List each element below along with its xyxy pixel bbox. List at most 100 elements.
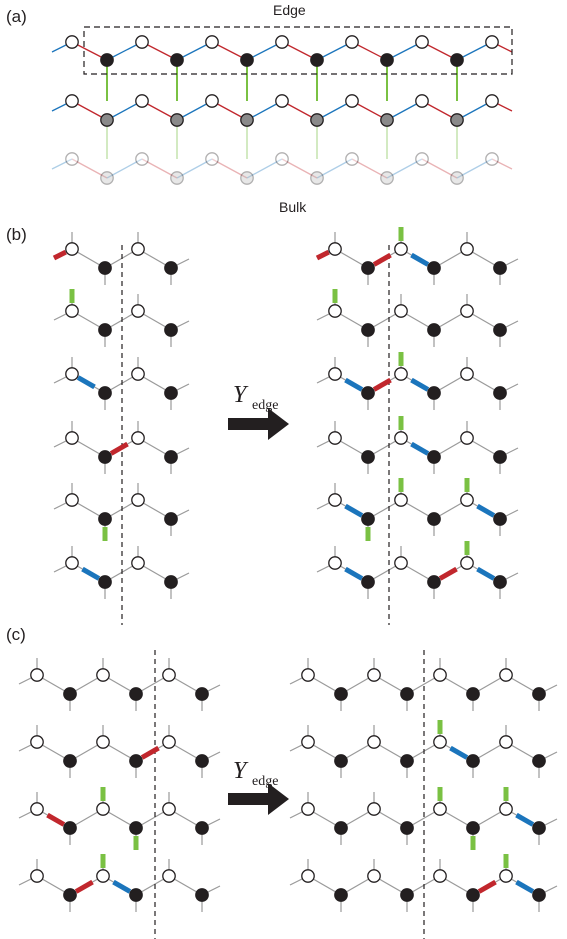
site-white: [328, 242, 342, 256]
bond-x: [71, 158, 108, 179]
site-white: [162, 735, 176, 749]
site-white: [96, 735, 110, 749]
site-black: [466, 754, 480, 768]
site-white: [499, 668, 513, 682]
site-white: [135, 152, 149, 166]
site-white: [499, 869, 513, 883]
site-black: [195, 821, 209, 835]
site-white: [301, 668, 315, 682]
highlight-blue: [410, 252, 430, 267]
site-white: [433, 869, 447, 883]
site-black: [170, 171, 184, 185]
highlight-blue: [449, 745, 469, 760]
panel-a-label: (a): [6, 7, 27, 26]
site-white: [205, 94, 219, 108]
panel-b: [52, 227, 519, 625]
site-white: [30, 802, 44, 816]
site-black: [380, 53, 394, 67]
site-white: [328, 493, 342, 507]
site-white: [96, 802, 110, 816]
highlight-blue: [112, 879, 132, 894]
site-black: [400, 821, 414, 835]
site-white: [162, 668, 176, 682]
site-white: [135, 94, 149, 108]
site-white: [301, 735, 315, 749]
site-black: [164, 512, 178, 526]
site-white: [131, 367, 145, 381]
bond-y: [386, 158, 423, 179]
site-white: [96, 869, 110, 883]
site-white: [460, 304, 474, 318]
site-white: [162, 802, 176, 816]
bond-x: [281, 158, 318, 179]
site-white: [96, 668, 110, 682]
site-white: [65, 242, 79, 256]
site-white: [275, 35, 289, 49]
site-white: [460, 367, 474, 381]
panel-c-label: (c): [6, 625, 26, 644]
panel-c: [18, 650, 558, 939]
site-black: [450, 113, 464, 127]
site-white: [415, 35, 429, 49]
site-white: [367, 869, 381, 883]
highlight-red: [109, 441, 129, 456]
highlight-red: [477, 879, 497, 894]
site-white: [485, 35, 499, 49]
edge-label: Edge: [273, 2, 306, 18]
site-white: [345, 152, 359, 166]
site-white: [131, 493, 145, 507]
site-black: [493, 323, 507, 337]
operator-subscript-c: edge: [252, 774, 278, 789]
site-white: [301, 869, 315, 883]
site-white: [394, 431, 408, 445]
site-black: [98, 323, 112, 337]
highlight-red: [74, 879, 94, 894]
panel-c-operator: Y edge: [228, 758, 289, 815]
site-black: [400, 754, 414, 768]
site-black: [195, 888, 209, 902]
site-white: [65, 35, 79, 49]
site-black: [334, 754, 348, 768]
highlight-red: [372, 252, 392, 267]
bond-y: [106, 158, 143, 179]
site-black: [240, 53, 254, 67]
site-white: [205, 35, 219, 49]
operator-symbol-c: Y: [233, 758, 249, 784]
site-black: [164, 323, 178, 337]
highlight-blue: [76, 375, 96, 390]
site-white: [30, 735, 44, 749]
site-white: [65, 431, 79, 445]
bond-y: [176, 158, 213, 179]
site-white: [30, 869, 44, 883]
site-black: [450, 171, 464, 185]
site-black: [450, 53, 464, 67]
site-black: [361, 575, 375, 589]
site-white: [131, 304, 145, 318]
highlight-blue: [476, 566, 496, 581]
site-black: [466, 888, 480, 902]
bond-y: [51, 158, 73, 170]
site-black: [380, 171, 394, 185]
site-black: [195, 754, 209, 768]
site-black: [129, 754, 143, 768]
highlight-blue: [344, 503, 364, 518]
highlight-blue: [81, 566, 101, 581]
site-black: [63, 754, 77, 768]
bond-y: [316, 158, 353, 179]
site-black: [170, 53, 184, 67]
bond-x: [421, 158, 458, 179]
site-black: [361, 386, 375, 400]
site-black: [380, 113, 394, 127]
site-white: [131, 431, 145, 445]
site-white: [65, 94, 79, 108]
site-white: [394, 556, 408, 570]
site-black: [427, 512, 441, 526]
site-white: [30, 668, 44, 682]
site-black: [532, 888, 546, 902]
site-white: [499, 802, 513, 816]
site-black: [310, 113, 324, 127]
site-black: [98, 386, 112, 400]
site-white: [328, 367, 342, 381]
site-black: [361, 450, 375, 464]
